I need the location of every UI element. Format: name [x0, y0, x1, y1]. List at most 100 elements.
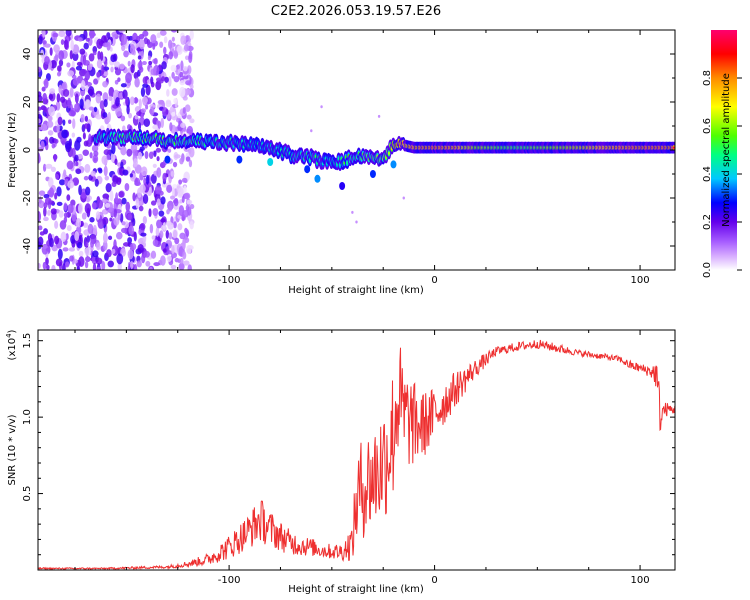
speckle-blob	[53, 153, 57, 162]
speckle-blob	[75, 65, 83, 71]
speckle-blob	[153, 57, 158, 65]
speckle-blob	[77, 203, 83, 214]
snr-series-line	[38, 339, 675, 570]
speckle-blob	[41, 30, 46, 38]
speckle-blob	[116, 111, 123, 116]
speckle-blob	[152, 42, 156, 50]
speckle-blob	[62, 88, 70, 97]
speckle-blob	[155, 226, 160, 237]
speckle-blob	[91, 202, 97, 210]
speckle-blob	[119, 63, 125, 70]
speckle-blob	[127, 249, 134, 260]
speckle-blob	[188, 159, 193, 168]
speckle-blob	[103, 71, 109, 77]
x-tick-label: -100	[218, 575, 241, 586]
colorbar-ticks: 0.0 0.2 0.4 0.6 0.8	[702, 70, 742, 278]
speckle-blob	[101, 198, 108, 204]
speckle-blob	[120, 146, 127, 156]
speckle-blob	[134, 181, 141, 186]
speckle-blob	[104, 175, 110, 181]
speckle-blob	[183, 65, 188, 72]
speckle-blob	[186, 125, 194, 136]
speckle-blob	[38, 262, 41, 269]
x-tick-label: 0	[431, 575, 437, 586]
speckle-blob	[140, 87, 146, 97]
speckle-blob	[103, 149, 111, 156]
speckle-blob	[172, 229, 178, 239]
speckle-blob	[127, 237, 133, 244]
ridge-blob	[164, 155, 171, 164]
speckle-blob	[66, 194, 71, 201]
speckle-blob	[38, 36, 43, 45]
speckle-blob	[165, 100, 172, 108]
speckle-blob	[68, 110, 76, 117]
snr-ylabel: SNR (10 * v/v)	[7, 414, 18, 485]
speckle-blob	[129, 43, 136, 55]
speckle-blob	[111, 181, 117, 188]
speckle-blob	[76, 136, 82, 143]
speckle-blob	[156, 156, 160, 162]
speckle-blob	[67, 97, 72, 109]
speckle-blob	[96, 59, 103, 69]
speckle-blob	[111, 248, 116, 255]
speckle-blob	[38, 190, 46, 196]
speckle-blob	[74, 154, 79, 162]
speckle-blob	[166, 255, 172, 262]
speckle-blob	[58, 30, 66, 38]
speckle-blob	[52, 32, 59, 38]
speckle-blob	[160, 218, 166, 223]
speckle-blob	[165, 108, 169, 115]
speckle-blob	[165, 230, 170, 239]
ridge-core	[672, 146, 675, 149]
speckle-blob	[62, 247, 69, 252]
speckle-blob	[106, 41, 111, 51]
speckle-blob	[136, 111, 142, 117]
speckle-blob	[160, 117, 165, 129]
speckle-blob	[81, 212, 87, 220]
speckle-blob	[42, 40, 47, 45]
speckle-blob	[123, 50, 129, 58]
speckle-blob	[139, 146, 145, 151]
speckle-blob	[133, 158, 138, 168]
speckle-blob	[75, 161, 79, 167]
speckle-blob	[143, 118, 151, 127]
y-tick-label: 40	[22, 48, 33, 61]
speckle-blob	[92, 262, 97, 270]
speckle-blob	[72, 52, 79, 62]
speckle-blob	[83, 123, 89, 129]
speckle-blob	[157, 99, 165, 105]
speckle-blob	[57, 116, 63, 126]
speckle-blob	[87, 223, 94, 235]
speckle-blob	[85, 99, 91, 109]
speckle-blob	[178, 187, 184, 197]
speckle-blob	[180, 122, 186, 128]
speckle-blob	[115, 192, 119, 204]
speckle-blob	[152, 66, 157, 76]
speckle-blob	[157, 120, 162, 129]
speckle-blob	[95, 114, 102, 120]
colorbar-tick-label: 0.6	[702, 118, 713, 134]
speckle-blob	[168, 39, 173, 50]
speckle-blob	[120, 83, 127, 88]
speckle-blob	[54, 192, 58, 200]
speckle-blob	[102, 112, 108, 118]
speckle-blob	[115, 97, 120, 107]
speckle-blob	[58, 210, 64, 218]
speckle-blob	[63, 169, 67, 178]
speckle-blob	[177, 258, 181, 264]
spectrogram-axes: -100 0 100 -40 -20 0 20 40	[22, 29, 675, 286]
ridge-blob	[339, 182, 346, 190]
ridge-blob	[314, 174, 321, 183]
speckle-blob	[170, 170, 175, 177]
speckle-blob	[42, 261, 47, 270]
speckle-blob	[140, 112, 144, 119]
speckle-blob	[171, 71, 175, 79]
speckle-blob	[139, 39, 145, 50]
speckle-blob	[189, 146, 195, 158]
speckle-blob	[178, 262, 185, 270]
speckle-blob	[60, 231, 67, 242]
speckle-blob	[66, 62, 71, 68]
speckle-blob	[76, 61, 83, 66]
speckle-blob	[136, 260, 142, 268]
speckle-blob	[184, 88, 192, 96]
